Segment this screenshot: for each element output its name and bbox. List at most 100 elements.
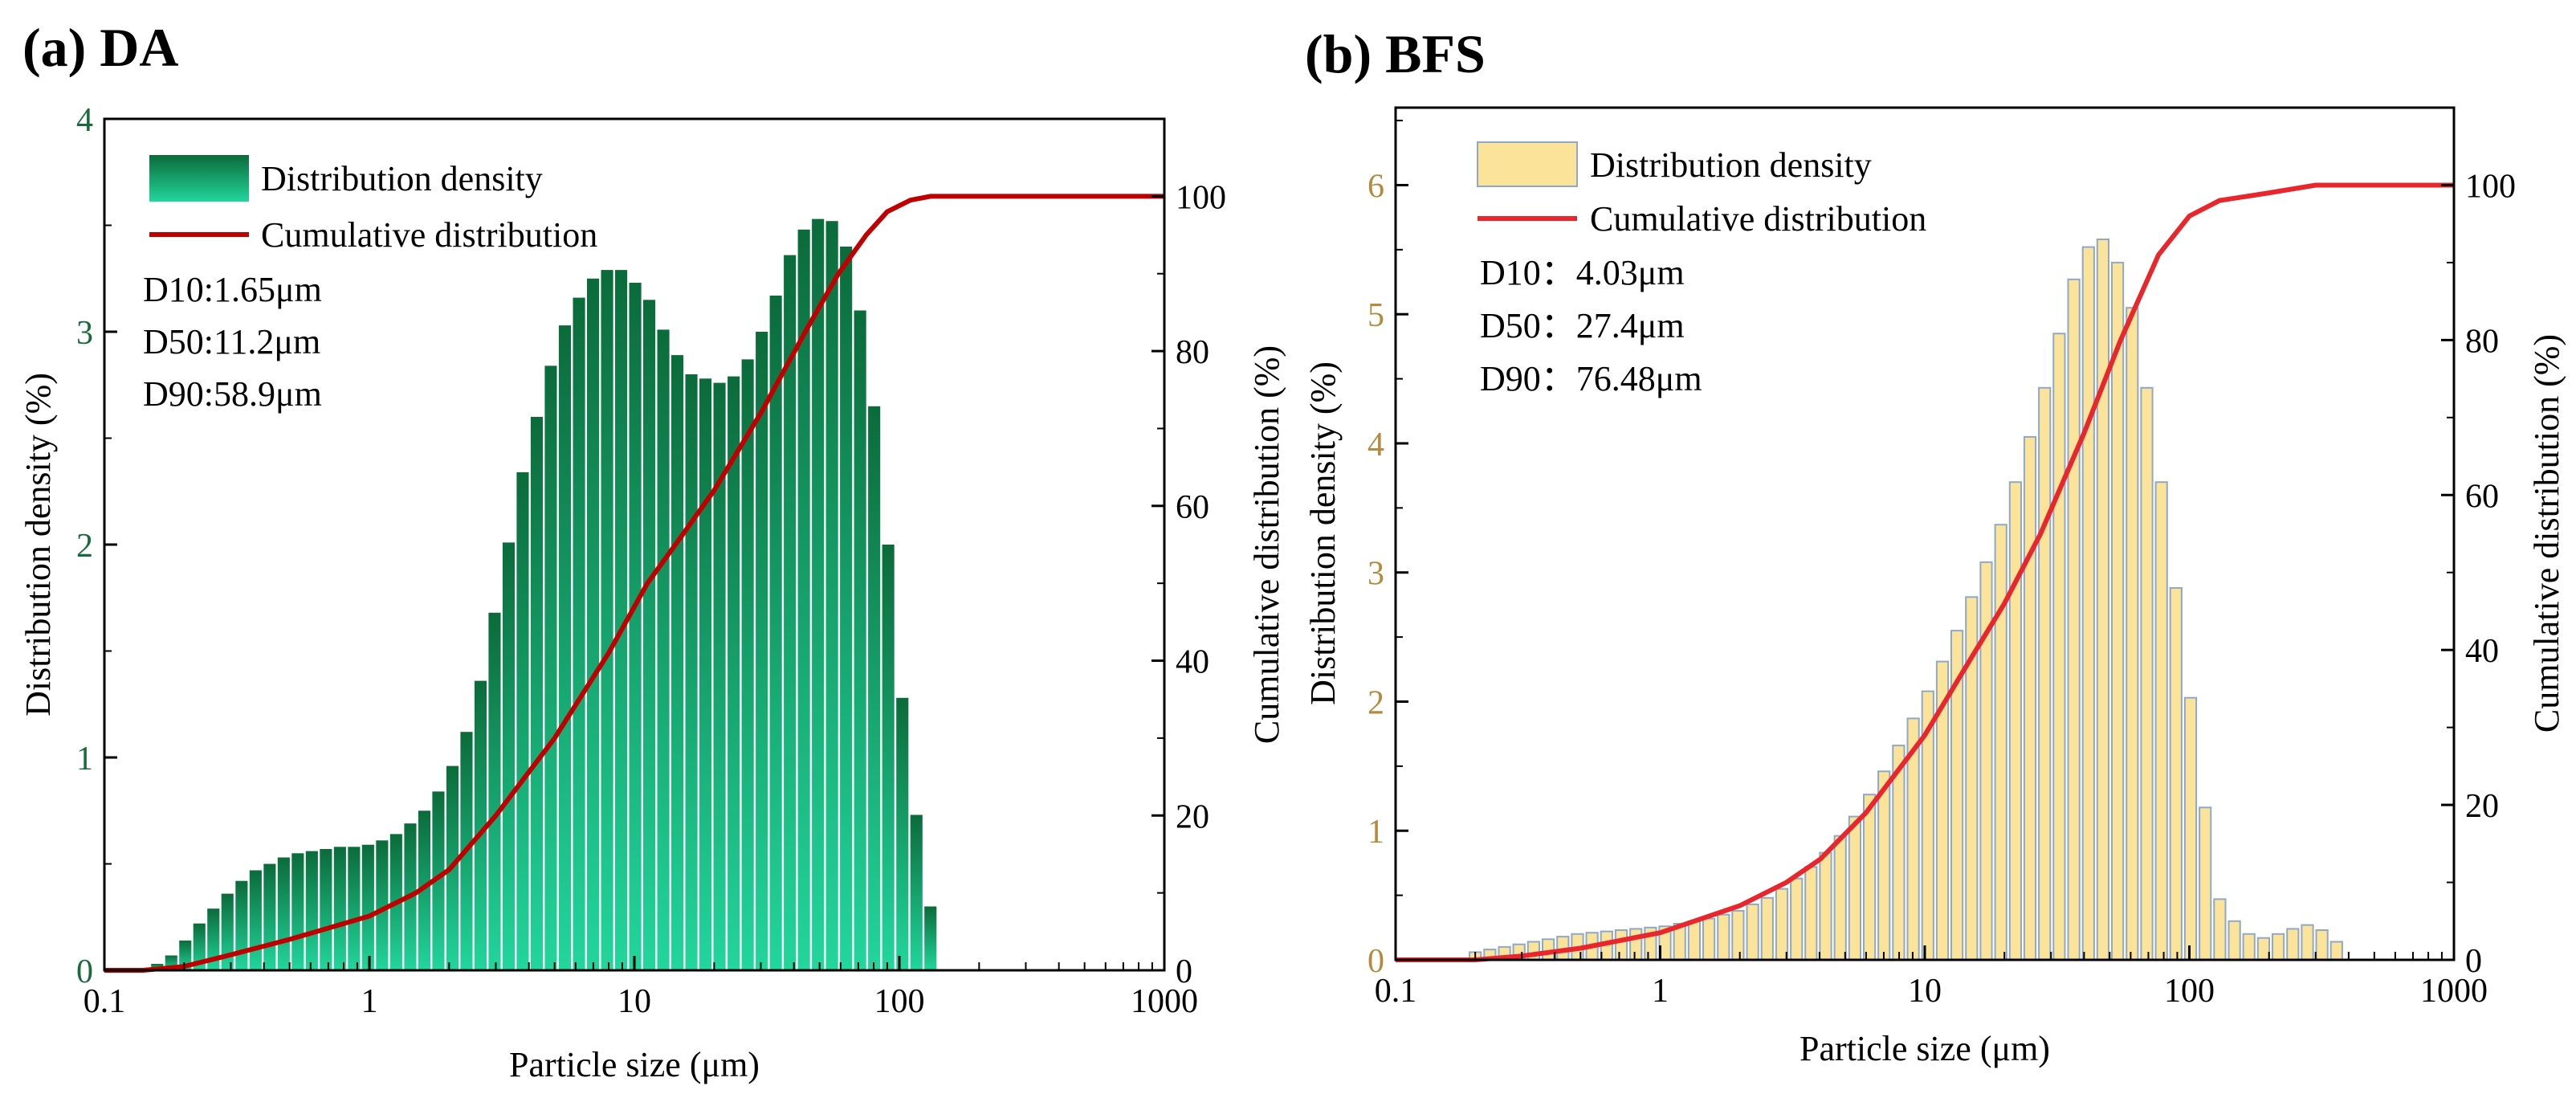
y-tick-label: 3 (76, 315, 93, 352)
bfs-density-bar (1746, 903, 1759, 961)
da-cumulative-line (104, 194, 1164, 973)
da-density-bar (432, 791, 445, 970)
bfs-cumulative-line (1396, 182, 2454, 962)
y-tick-label: 0 (1367, 943, 1384, 980)
bfs-density-bar (2081, 246, 2095, 961)
x-tick-label: 0.1 (1375, 973, 1417, 1010)
da-density-bar (741, 359, 754, 970)
bfs-legend-density: Distribution density (1590, 145, 1872, 185)
y2-tick-label: 20 (2465, 788, 2499, 825)
bfs-legend-cumulative: Cumulative distribution (1590, 199, 1926, 239)
bfs-density-bar (2242, 933, 2256, 961)
x-tick-label: 0.1 (84, 983, 126, 1020)
da-density-bar (418, 810, 430, 971)
y2-tick-label: 80 (1176, 334, 1209, 371)
bfs-density-bar (1687, 920, 1702, 961)
bfs-density-bar (2067, 278, 2081, 961)
da-density-bar (502, 542, 515, 970)
y-tick-label: 4 (1367, 427, 1384, 463)
da-density-bar (769, 296, 782, 970)
bfs-density-bar (1717, 913, 1730, 961)
da-density-bar (277, 857, 290, 970)
y-tick-label: 2 (76, 528, 93, 565)
da-density-bar (924, 906, 937, 970)
bfs-y-axis-label: Distribution density (%) (1303, 361, 1343, 705)
da-density-bar (784, 255, 797, 971)
da-density-bar (305, 851, 318, 970)
bfs-x-axis-label: Particle size (μm) (1800, 1029, 2050, 1068)
da-density-bar (320, 849, 332, 970)
bfs-density-bar (1994, 524, 2007, 961)
da-density-bar (544, 365, 557, 970)
bfs-bars-group (1469, 239, 2343, 961)
bfs-density-bar (2169, 587, 2183, 961)
y-tick-label: 0 (76, 953, 93, 990)
da-density-bar (685, 374, 698, 970)
bfs-legend-bar-swatch (1477, 141, 1578, 187)
panel-a-title: (a) DA (22, 17, 179, 78)
bfs-density-bar (2315, 929, 2329, 961)
bfs-density-bar (1702, 917, 1716, 961)
y2-tick-label: 100 (2465, 168, 2516, 205)
bfs-density-bar (2272, 933, 2285, 961)
y-tick-label: 2 (1367, 684, 1384, 721)
da-density-bar (896, 697, 909, 970)
da-density-bar (713, 382, 726, 971)
bfs-density-bar (2183, 696, 2198, 961)
y2-tick-label: 100 (1176, 179, 1226, 216)
da-density-bar (179, 940, 192, 970)
x-tick-label: 1000 (1131, 983, 1198, 1020)
da-density-bar (558, 325, 571, 971)
da-density-bar (249, 870, 262, 970)
bfs-density-bar (1629, 928, 1643, 961)
bfs-density-bar (1819, 851, 1832, 961)
da-d50-label: D50:11.2μm (143, 322, 320, 361)
da-density-bar (868, 406, 881, 971)
bfs-density-bar (2228, 920, 2241, 961)
da-legend-bar-swatch (149, 155, 249, 202)
da-density-bar (221, 893, 234, 970)
y2-tick-label: 0 (1176, 953, 1192, 990)
bfs-d90-label: D90：76.48μm (1480, 359, 1702, 398)
bfs-density-bar (1760, 896, 1774, 961)
bfs-density-bar (1979, 561, 1993, 961)
bfs-density-bar (1848, 815, 1862, 961)
da-legend-cumulative: Cumulative distribution (261, 215, 597, 255)
x-tick-label: 1000 (2420, 973, 2488, 1010)
bfs-density-bar (2329, 941, 2343, 961)
da-density-bar (699, 378, 712, 970)
da-density-bar (333, 847, 346, 970)
x-tick-label: 1 (1652, 973, 1669, 1010)
da-y2-axis-label: Cumulative distribution (%) (1247, 345, 1286, 744)
da-density-bar (756, 332, 768, 970)
da-density-bar (657, 329, 670, 970)
panel-b-title: (b) BFS (1305, 23, 1486, 84)
da-density-bar (193, 923, 206, 970)
da-density-bar (573, 297, 585, 971)
da-density-bar (601, 270, 613, 971)
da-density-bar (671, 355, 684, 971)
x-tick-label: 100 (2164, 973, 2215, 1010)
bfs-density-bar (2154, 481, 2168, 961)
y-tick-label: 6 (1367, 168, 1384, 205)
bfs-density-bar (2052, 333, 2066, 961)
da-density-bar (840, 247, 853, 970)
bfs-density-bar (1833, 835, 1847, 961)
da-density-bar (474, 680, 487, 970)
da-density-bar (910, 814, 923, 970)
y2-tick-label: 0 (2465, 943, 2482, 980)
da-density-bar (882, 545, 895, 970)
da-density-bar (825, 221, 838, 970)
da-density-bar (812, 218, 825, 971)
da-density-bar (516, 471, 529, 970)
x-tick-label: 100 (874, 983, 925, 1020)
bfs-density-bar (2096, 239, 2110, 961)
bfs-density-bar (1863, 794, 1877, 961)
bfs-density-bar (1731, 909, 1745, 961)
da-density-bar (361, 844, 374, 970)
panel-bfs: (b) BFS 0.1 1 10 100 10000123456020406080100… (1303, 23, 2566, 1068)
